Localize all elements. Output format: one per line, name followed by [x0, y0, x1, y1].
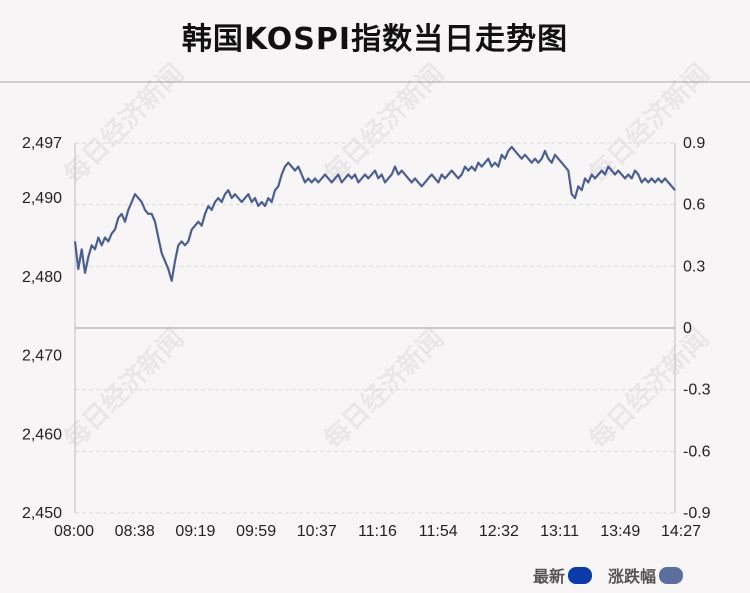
grid-lines	[75, 142, 675, 514]
x-tick: 13:49	[600, 523, 640, 540]
y-left-tick: 2,460	[22, 426, 62, 443]
y-right-tick: -0.6	[683, 443, 711, 460]
x-tick: 08:00	[54, 523, 94, 540]
x-tick: 11:16	[358, 523, 397, 540]
y-left-tick: 2,490	[22, 190, 62, 207]
x-tick: 12:32	[479, 523, 519, 540]
x-tick: 10:37	[297, 523, 337, 540]
legend-latest-label: 最新	[533, 567, 566, 586]
legend-change: 涨跌幅	[608, 563, 684, 587]
x-tick: 13:11	[540, 523, 579, 540]
y-right-tick: 0.3	[683, 258, 705, 275]
x-tick: 08:38	[115, 523, 155, 540]
y-left-tick: 2,450	[22, 505, 62, 522]
x-tick: 11:54	[419, 523, 458, 540]
x-tick: 14:27	[661, 523, 701, 540]
x-tick: 09:59	[236, 523, 276, 540]
legend-latest-swatch	[568, 566, 593, 584]
y-left-tick: 2,497	[22, 135, 62, 152]
x-tick: 09:19	[175, 523, 215, 540]
title-divider	[0, 81, 750, 83]
y-right-tick: 0.6	[683, 197, 705, 214]
legend-change-swatch	[659, 566, 684, 584]
watermark-0: 每日经济新闻	[58, 58, 190, 190]
tick-labels: 2,497 2,490 2,480 2,470 2,460 2,450 0.9 0.6 0.3 0…	[22, 135, 711, 540]
watermark-4: 每日经济新闻	[318, 323, 450, 455]
y-right-tick: -0.9	[683, 505, 711, 522]
watermark-1: 每日经济新闻	[318, 58, 450, 190]
series-line	[73, 145, 676, 282]
y-right-tick: 0.9	[683, 135, 705, 152]
y-left-tick: 2,470	[22, 348, 62, 365]
y-right-tick: -0.3	[683, 382, 711, 399]
y-left-tick: 2,480	[22, 269, 62, 286]
chart-axes	[74, 143, 676, 513]
legend-latest: 最新	[533, 563, 593, 587]
legend-change-label: 涨跌幅	[608, 567, 657, 586]
chart-title: 韩国KOSPI指数当日走势图	[181, 22, 569, 57]
watermark-3: 每日经济新闻	[58, 323, 190, 455]
y-right-tick: 0	[683, 320, 692, 337]
